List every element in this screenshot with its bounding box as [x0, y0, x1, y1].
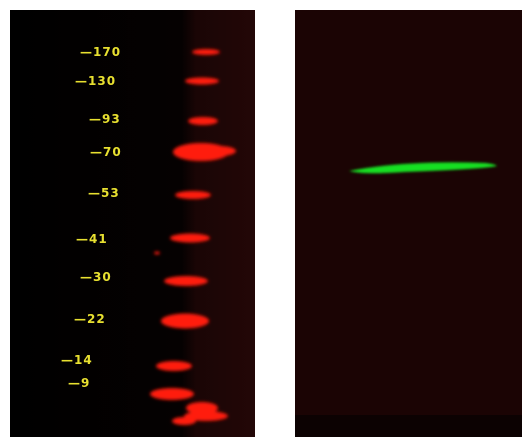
marker-label: —41: [76, 232, 108, 246]
sample-lane-image: [295, 10, 522, 437]
marker-label: —14: [61, 353, 93, 367]
ladder-bands: [150, 49, 236, 425]
marker-label: —9: [68, 376, 91, 390]
ladder-lane: —170 —130 —93 —70 —53 —41 —30 —22 —14 —9: [10, 10, 255, 437]
marker-label: —170: [80, 45, 122, 59]
marker-label: —30: [80, 270, 112, 284]
target-band: [349, 162, 497, 174]
marker-label: —130: [75, 74, 117, 88]
marker-label: —93: [89, 112, 121, 126]
marker-label: —70: [90, 145, 122, 159]
sample-lane: [295, 10, 522, 437]
marker-label: —22: [74, 312, 106, 326]
marker-label: —53: [88, 186, 120, 200]
ladder-lane-image: [10, 10, 255, 437]
